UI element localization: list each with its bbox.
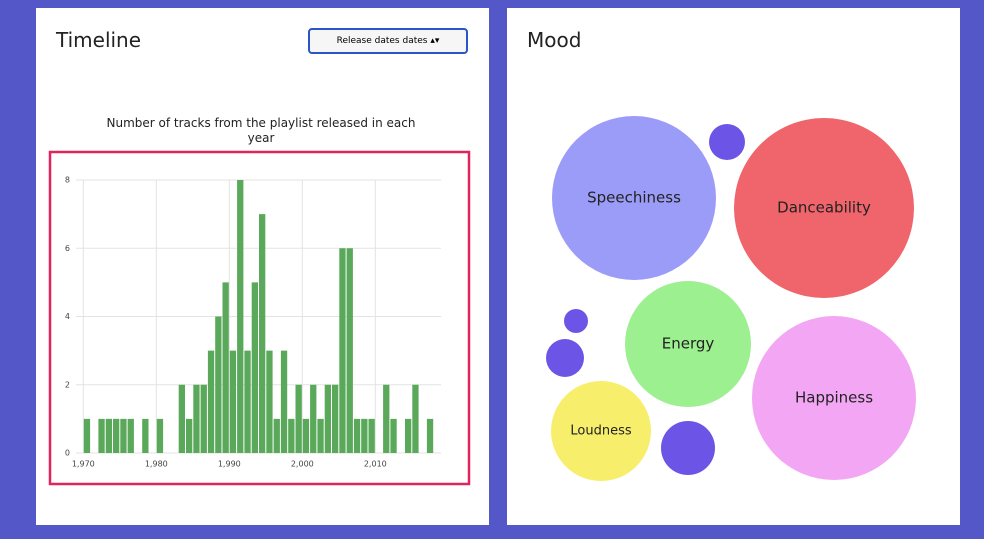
bar	[280, 350, 288, 453]
bar	[207, 350, 215, 453]
bar	[383, 384, 390, 453]
bar	[178, 384, 185, 453]
bar	[98, 418, 105, 453]
bubble	[564, 309, 588, 333]
bar	[302, 418, 310, 453]
bar	[288, 418, 295, 453]
bubble-label: Loudness	[570, 424, 631, 439]
y-tick-label: 0	[65, 449, 70, 458]
bubble	[734, 118, 914, 298]
bubble	[625, 281, 751, 407]
bar	[295, 384, 302, 453]
bar	[259, 214, 266, 453]
histogram: 0 2 4 6 8 1,970 1,980 1,990 2,000 2,010	[48, 150, 471, 486]
bubble-label: Speechiness	[587, 189, 681, 207]
date-select[interactable]: Release dates dates ▴▾	[308, 28, 468, 54]
bar	[412, 384, 419, 453]
select-text[interactable]: Release dates dates	[336, 36, 428, 46]
bar	[266, 350, 273, 453]
bubble-label: Danceability	[777, 199, 871, 217]
bubble-chart: Speechiness Danceability Energy Happiness Lo…	[546, 116, 916, 481]
bar	[390, 418, 397, 453]
bar	[120, 418, 127, 453]
bubble-label: Happiness	[795, 389, 873, 407]
x-tick-label: 1,990	[218, 460, 241, 469]
bar	[244, 350, 251, 453]
bar	[156, 418, 164, 453]
bar	[346, 248, 353, 453]
bar	[229, 350, 237, 453]
bar	[332, 384, 339, 453]
bar	[193, 384, 200, 453]
histogram-title: Number of tracks from the playlist relea…	[106, 116, 416, 145]
bar	[426, 418, 434, 453]
bar	[83, 418, 91, 453]
highlight-border	[48, 150, 471, 486]
bar	[142, 418, 149, 453]
bubble	[551, 381, 651, 481]
bar	[310, 384, 317, 453]
y-tick-label: 4	[65, 312, 70, 321]
mood-title: Mood	[527, 28, 582, 52]
bubble	[546, 339, 584, 377]
bar	[186, 418, 193, 453]
y-tick-label: 2	[65, 380, 70, 389]
bar	[215, 316, 222, 453]
bar	[200, 384, 207, 453]
timeline-title: Timeline	[56, 28, 142, 52]
x-tick-label: 1,970	[72, 460, 95, 469]
x-tick-label: 2,010	[364, 460, 387, 469]
y-tick-label: 8	[65, 176, 70, 185]
x-tick-label: 2,000	[291, 460, 314, 469]
bar	[237, 180, 244, 453]
bubble-label: Energy	[662, 335, 715, 353]
x-tick-label: 1,980	[145, 460, 168, 469]
bar	[273, 418, 280, 453]
y-tick-label: 6	[65, 244, 70, 253]
bar	[324, 384, 331, 453]
bar	[222, 282, 229, 453]
bar	[405, 418, 412, 453]
bubble	[709, 124, 745, 160]
bar	[353, 418, 361, 453]
bar	[368, 418, 375, 453]
bar	[251, 282, 258, 453]
bar	[339, 248, 346, 453]
bar	[105, 418, 112, 453]
bubble	[661, 421, 715, 475]
bar	[113, 418, 120, 453]
bar	[361, 418, 368, 453]
bubble	[752, 316, 916, 480]
bubble	[552, 116, 716, 280]
bar	[317, 418, 324, 453]
timeline-card: Timeline Release dates dates ▴▾ Number o…	[36, 8, 489, 525]
mood-card: Mood Speechiness Danceability Energy Happin…	[507, 8, 960, 525]
bar	[127, 418, 134, 453]
